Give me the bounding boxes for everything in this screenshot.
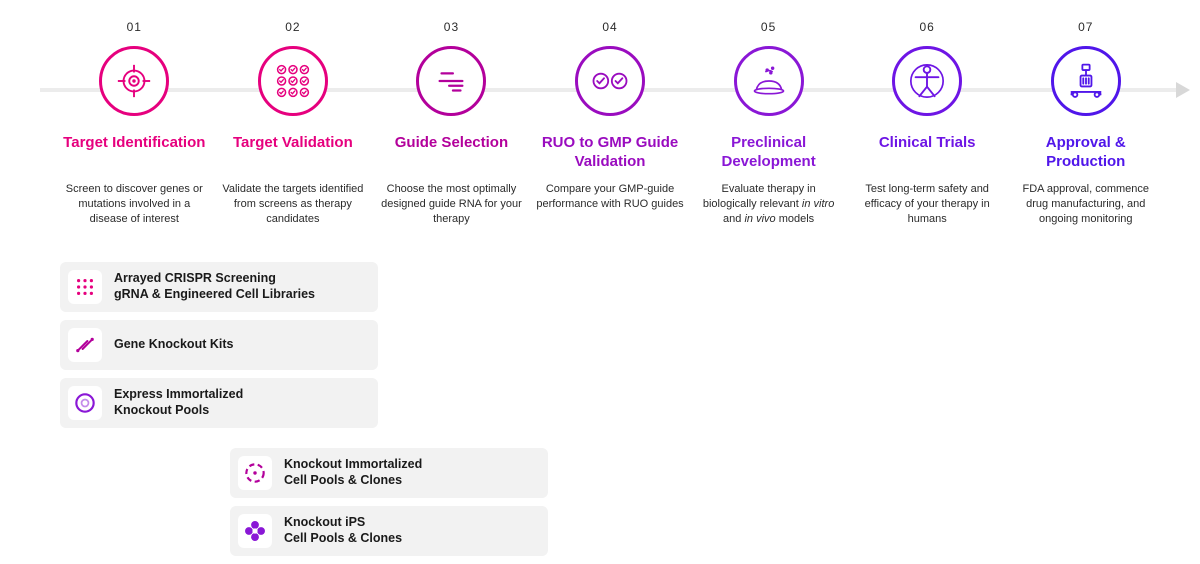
step-circle-icon [734,46,804,116]
product-icon [68,386,102,420]
product-icon [68,328,102,362]
product-box: Knockout ImmortalizedCell Pools & Clones [230,448,548,498]
step-circle-icon [416,46,486,116]
product-label: Knockout iPSCell Pools & Clones [284,515,402,546]
step-02: 02 Target Validation Validate the target… [219,20,368,227]
step-title: Clinical Trials [879,134,976,172]
step-03: 03 Guide Selection Choose the most optim… [377,20,526,227]
step-number: 01 [127,20,142,34]
step-circle-icon [892,46,962,116]
step-description: Screen to discover genes or mutations in… [60,182,209,227]
step-circle-icon [1051,46,1121,116]
step-description: Compare your GMP-guide performance with … [536,182,685,212]
step-06: 06 Clinical Trials Test long-term safety… [853,20,1002,227]
step-04: 04 RUO to GMP Guide Validation Compare y… [536,20,685,227]
step-circle-icon [99,46,169,116]
step-circle-icon [575,46,645,116]
step-title: Target Identification [63,134,205,172]
product-icon [238,456,272,490]
product-label: Arrayed CRISPR ScreeninggRNA & Engineere… [114,271,315,302]
step-number: 06 [920,20,935,34]
product-label: Knockout ImmortalizedCell Pools & Clones [284,457,422,488]
step-number: 02 [285,20,300,34]
step-description: Choose the most optimally designed guide… [377,182,526,227]
step-number: 03 [444,20,459,34]
step-07: 07 Approval & Production FDA approval, c… [1011,20,1160,227]
steps-row: 01 Target Identification Screen to disco… [60,20,1160,227]
step-01: 01 Target Identification Screen to disco… [60,20,209,227]
step-05: 05 Preclinical Development Evaluate ther… [694,20,843,227]
step-description: Validate the targets identified from scr… [219,182,368,227]
products-column: Arrayed CRISPR ScreeninggRNA & Engineere… [60,262,548,564]
step-title: RUO to GMP Guide Validation [536,134,685,172]
product-icon [238,514,272,548]
product-icon [68,270,102,304]
product-box: Arrayed CRISPR ScreeninggRNA & Engineere… [60,262,378,312]
step-number: 05 [761,20,776,34]
step-description: Test long-term safety and efficacy of yo… [853,182,1002,227]
step-title: Guide Selection [395,134,508,172]
step-description: Evaluate therapy in biologically relevan… [694,182,843,227]
step-number: 04 [602,20,617,34]
product-label: Gene Knockout Kits [114,337,233,353]
product-label: Express ImmortalizedKnockout Pools [114,387,243,418]
step-title: Preclinical Development [694,134,843,172]
step-description: FDA approval, commence drug manufacturin… [1011,182,1160,227]
step-title: Target Validation [233,134,353,172]
step-circle-icon [258,46,328,116]
product-box: Knockout iPSCell Pools & Clones [230,506,548,556]
product-box: Gene Knockout Kits [60,320,378,370]
step-title: Approval & Production [1011,134,1160,172]
step-number: 07 [1078,20,1093,34]
product-box: Express ImmortalizedKnockout Pools [60,378,378,428]
